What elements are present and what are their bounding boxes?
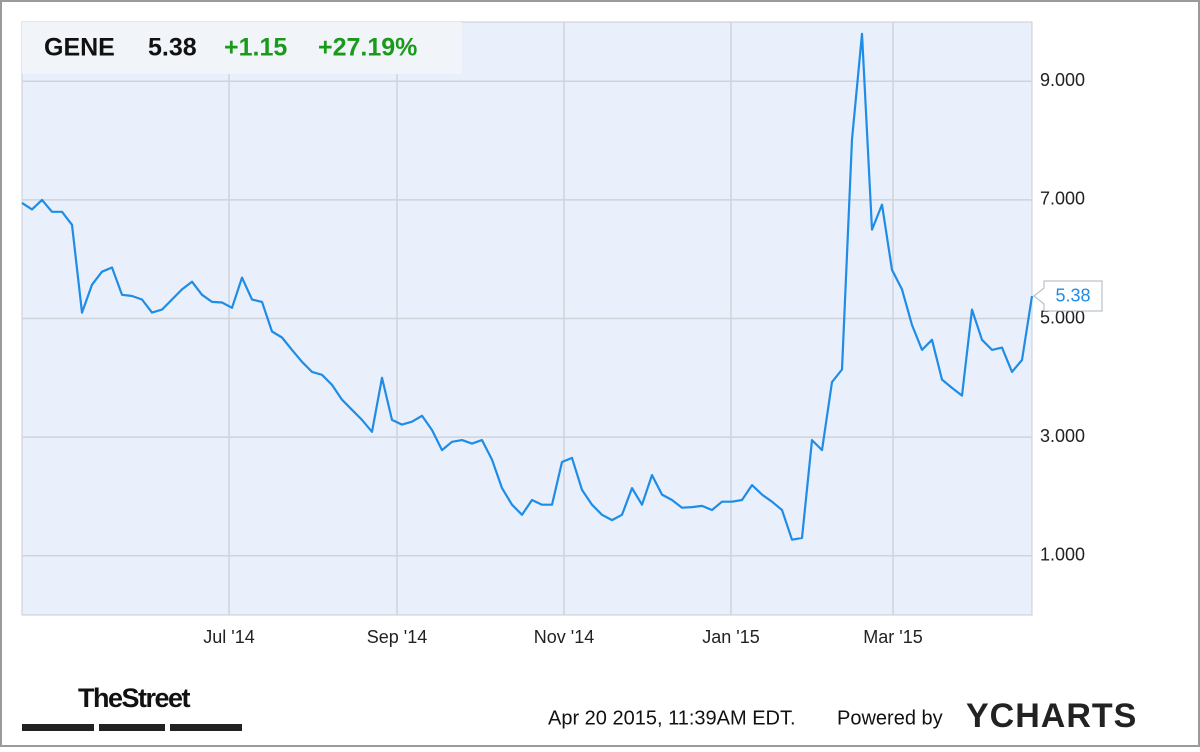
logo-bar [22, 724, 94, 731]
x-tick-label: Jan '15 [702, 627, 759, 647]
y-tick-label: 7.000 [1040, 189, 1085, 209]
ticker: GENE [44, 34, 115, 62]
timestamp: Apr 20 2015, 11:39AM EDT. [548, 707, 796, 729]
x-tick-label: Jul '14 [203, 627, 254, 647]
last-value-callout [1033, 280, 1103, 312]
source-logo: TheStreet [78, 683, 191, 713]
last-value-label: 5.38 [1055, 286, 1090, 306]
powered-by: Powered by [837, 707, 943, 729]
logo-bar [99, 724, 165, 731]
y-tick-label: 1.000 [1040, 544, 1085, 564]
x-tick-label: Mar '15 [863, 627, 922, 647]
logo-bars [22, 724, 242, 731]
x-tick-label: Sep '14 [367, 627, 428, 647]
series [21, 32, 1034, 541]
change: +1.15 [224, 34, 287, 62]
price: 5.38 [148, 34, 197, 62]
y-tick-label: 5.000 [1040, 307, 1085, 327]
price-line [21, 32, 1034, 541]
x-tick-label: Nov '14 [534, 627, 594, 647]
logo-bar [170, 724, 242, 731]
change-pct: +27.19% [318, 34, 417, 62]
brand-logo: YCHARTS [966, 697, 1137, 735]
y-tick-label: 3.000 [1040, 426, 1085, 446]
header-box [22, 22, 462, 74]
y-tick-label: 9.000 [1040, 70, 1085, 90]
